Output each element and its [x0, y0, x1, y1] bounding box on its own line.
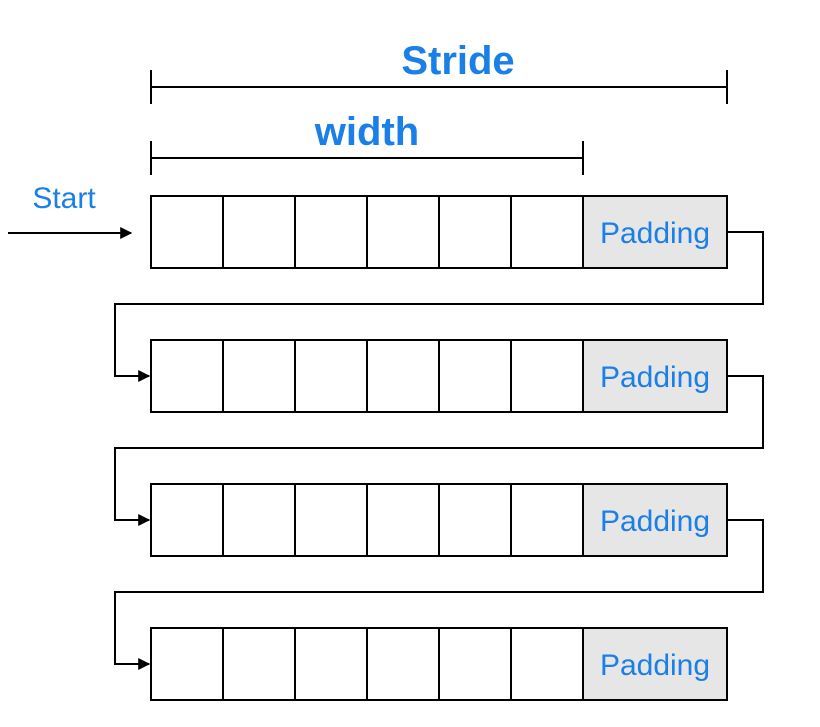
data-cell [510, 195, 584, 269]
data-cell [438, 339, 512, 413]
memory-row: Padding [150, 195, 728, 269]
row-connector-arrow [114, 375, 764, 526]
width-dimension: width [150, 110, 584, 175]
data-cell [510, 627, 584, 701]
width-label: width [314, 110, 419, 154]
row-connectors [114, 231, 764, 670]
data-cell [366, 627, 440, 701]
data-cell [222, 627, 296, 701]
padding-label: Padding [600, 505, 710, 538]
data-cell [150, 195, 224, 269]
data-cell [366, 339, 440, 413]
padding-label: Padding [600, 217, 710, 250]
data-cell [366, 195, 440, 269]
memory-row: Padding [150, 339, 728, 413]
memory-row: Padding [150, 483, 728, 557]
padding-cell [582, 339, 728, 413]
data-cell [150, 627, 224, 701]
data-cell [294, 483, 368, 557]
data-cell [366, 483, 440, 557]
memory-row: Padding [150, 627, 728, 701]
data-cell [438, 195, 512, 269]
data-cell [294, 195, 368, 269]
row-connector-arrow [114, 231, 764, 382]
stride-dimension: Stride [150, 39, 728, 104]
data-cell [294, 627, 368, 701]
padding-label: Padding [600, 649, 710, 682]
stride-label: Stride [401, 39, 514, 83]
data-cell [222, 195, 296, 269]
data-cell [510, 339, 584, 413]
data-cell [222, 483, 296, 557]
data-cell [510, 483, 584, 557]
data-cell [150, 483, 224, 557]
data-cell [438, 483, 512, 557]
data-cell [438, 627, 512, 701]
row-connector-arrow [114, 519, 764, 670]
padding-cell [582, 627, 728, 701]
data-cell [150, 339, 224, 413]
start-label: Start [32, 182, 96, 215]
data-cell [294, 339, 368, 413]
data-cell [222, 339, 296, 413]
padding-label: Padding [600, 361, 710, 394]
memory-rows: Padding Padding Padding Padding [150, 195, 728, 701]
